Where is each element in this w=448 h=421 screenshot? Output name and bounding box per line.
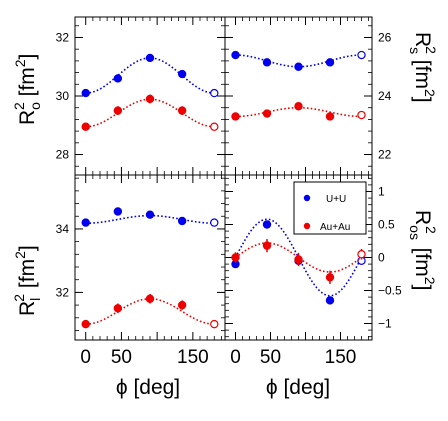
- panel-frame-rs: [224, 16, 373, 176]
- ytick-label-ros: 1: [378, 185, 385, 199]
- data-point-auau-rl: [81, 319, 90, 329]
- data-point-auau-ros: [294, 255, 303, 264]
- data-point-uu-rs: [231, 50, 240, 60]
- data-point-auau-rs: [325, 112, 335, 121]
- ylabel-ro: Ro2 [fm2]: [11, 54, 43, 125]
- xtick-label-rl: 0: [80, 347, 91, 368]
- ylabel-rl: Rl2 [fm2]: [11, 245, 43, 316]
- ytick-label-rl: 34: [56, 222, 70, 236]
- data-point-uu-rl: [145, 210, 155, 219]
- data-point-auau-ros: [262, 241, 272, 250]
- data-point-uu-rs: [262, 58, 272, 67]
- xtick-label-rl: 50: [111, 347, 132, 368]
- data-point-auau-rs: [262, 109, 272, 118]
- data-point-uu-ro: [113, 74, 123, 83]
- data-point-uu-rs: [357, 50, 366, 60]
- xlabel-right: ϕ [deg]: [266, 376, 330, 399]
- data-point-auau-ro: [145, 94, 155, 104]
- data-point-uu-ro: [81, 88, 90, 98]
- data-point-auau-ro: [177, 106, 187, 115]
- data-point-auau-rl: [113, 304, 123, 313]
- xtick-label-ros: 50: [260, 347, 281, 368]
- data-point-uu-rl: [210, 218, 219, 227]
- data-point-auau-rl: [145, 294, 155, 303]
- data-point-auau-rs: [231, 112, 240, 121]
- ytick-label-ro: 32: [56, 30, 70, 44]
- data-point-uu-ros: [325, 296, 335, 305]
- ytick-label-ros: −1: [378, 317, 392, 331]
- ylabel-ros: Ros2 [fm2]: [407, 210, 439, 290]
- data-point-auau-rl: [210, 319, 219, 329]
- ytick-label-rs: 22: [378, 148, 392, 162]
- ytick-label-ros: 0: [378, 251, 385, 265]
- legend-label-auau: Au+Au: [320, 222, 350, 233]
- data-point-uu-rs: [325, 58, 335, 67]
- data-point-auau-rs: [357, 110, 366, 120]
- panel-frame-rl: [74, 174, 226, 341]
- data-point-auau-ro: [210, 122, 219, 131]
- legend-label-uu: U+U: [326, 194, 346, 205]
- ytick-label-rs: 26: [378, 30, 392, 44]
- data-point-uu-ro: [210, 88, 219, 98]
- ytick-label-ro: 30: [56, 89, 70, 103]
- ytick-label-ros: 0.5: [378, 218, 395, 232]
- data-point-uu-ro: [145, 53, 155, 63]
- data-point-auau-ro: [113, 106, 123, 115]
- ylabel-rs: Rs2 [fm2]: [407, 32, 439, 103]
- legend-marker-uu: [303, 194, 311, 202]
- data-point-auau-rl: [177, 300, 187, 310]
- fit-curve-uu-ro: [85, 57, 215, 94]
- data-point-auau-ros: [231, 253, 240, 262]
- data-point-uu-rs: [294, 62, 303, 71]
- xtick-label-ros: 150: [325, 347, 357, 368]
- legend-marker-auau: [303, 222, 311, 230]
- data-point-auau-ro: [81, 122, 90, 131]
- panels-group: 28 30 32 22 24 26 32 34 0 50 150 −1 −0.5 0 0.5 1 0 50 150: [56, 16, 402, 368]
- data-point-uu-rl: [113, 207, 123, 216]
- fit-curve-auau-ro: [85, 98, 215, 128]
- xtick-label-ros: 0: [230, 347, 241, 368]
- ytick-label-rs: 24: [378, 89, 392, 103]
- legend: U+U Au+Au: [293, 181, 367, 235]
- data-point-auau-rs: [294, 102, 303, 111]
- ytick-label-rl: 32: [56, 285, 70, 299]
- data-point-auau-ros: [325, 273, 335, 282]
- data-point-uu-ros: [262, 220, 272, 229]
- data-point-auau-ros: [357, 249, 366, 259]
- data-point-uu-ro: [177, 69, 187, 79]
- data-point-uu-rl: [177, 216, 187, 226]
- fit-curve-uu-rs: [235, 54, 362, 68]
- xtick-label-rl: 150: [177, 347, 209, 368]
- data-point-uu-rl: [81, 218, 90, 227]
- xlabel-left: ϕ [deg]: [116, 376, 180, 399]
- ytick-label-ro: 28: [56, 148, 70, 162]
- ytick-label-ros: −0.5: [378, 284, 402, 298]
